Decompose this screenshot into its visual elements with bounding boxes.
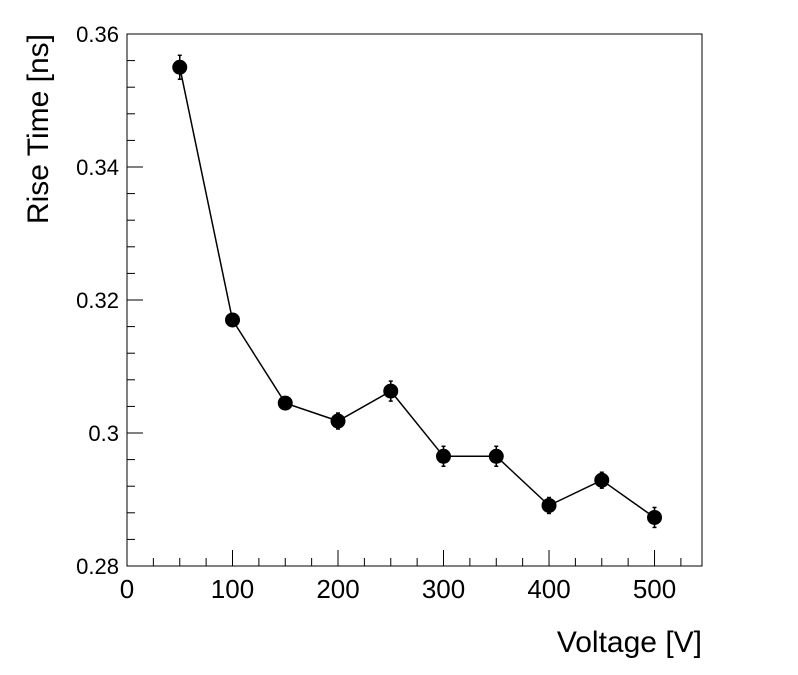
y-axis-label: Rise Time [ns]: [22, 34, 55, 224]
x-tick-label: 0: [120, 574, 134, 604]
plot-frame: [126, 33, 703, 567]
data-point: [488, 448, 504, 464]
x-tick-label: 400: [527, 574, 570, 604]
x-tick-label: 500: [633, 574, 676, 604]
series-line: [179, 67, 655, 519]
y-tick-label: 0.28: [76, 554, 119, 579]
data-point: [225, 312, 241, 328]
data-points: [172, 59, 663, 525]
data-point: [277, 395, 293, 411]
x-tick-label: 100: [211, 574, 254, 604]
data-point: [436, 448, 452, 464]
y-axis-tick-labels: 0.28 0.3 0.32 0.34 0.36: [76, 22, 119, 579]
x-axis-ticks: [126, 550, 682, 566]
y-tick-label: 0.36: [76, 22, 119, 47]
data-point: [541, 497, 557, 513]
x-axis-label: Voltage [V]: [557, 626, 702, 659]
data-point: [330, 413, 346, 429]
y-tick-label: 0.3: [88, 421, 119, 446]
y-axis-ticks: [127, 33, 143, 567]
y-tick-label: 0.34: [76, 155, 119, 180]
data-point: [594, 472, 610, 488]
data-point: [172, 59, 188, 75]
data-point: [383, 383, 399, 399]
data-point: [647, 509, 663, 525]
error-bars: [177, 54, 657, 529]
x-tick-label: 200: [316, 574, 359, 604]
x-axis-tick-labels: 0 100 200 300 400 500: [120, 574, 676, 604]
x-tick-label: 300: [422, 574, 465, 604]
y-tick-label: 0.32: [76, 288, 119, 313]
